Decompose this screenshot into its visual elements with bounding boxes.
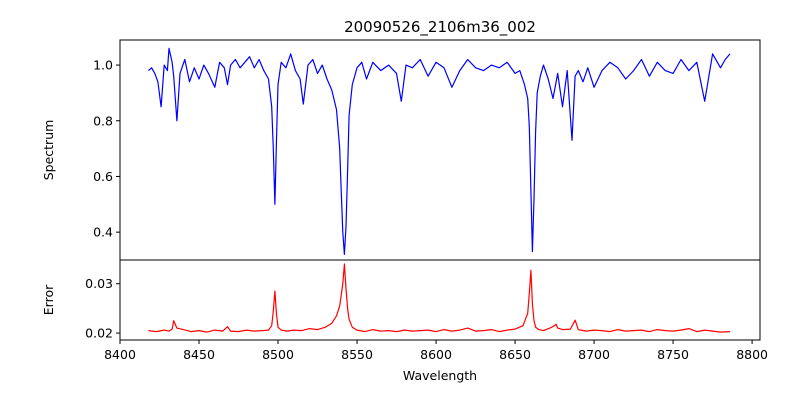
x-tick-label: 8650 — [499, 347, 531, 362]
error-line — [148, 263, 731, 333]
spectrum-y-tick-label: 0.4 — [93, 225, 113, 240]
x-tick-label: 8750 — [657, 347, 689, 362]
x-tick-label: 8800 — [736, 347, 768, 362]
x-ticks: 8400 8450 8500 8550 8600 8650 8700 8750 8800 — [104, 340, 768, 362]
spectrum-y-tick-label: 0.6 — [93, 169, 113, 184]
x-tick-label: 8500 — [262, 347, 294, 362]
spectrum-y-ticks: 0.4 0.6 0.8 1.0 — [93, 58, 120, 240]
spectrum-y-axis-label: Spectrum — [41, 120, 56, 181]
x-axis-label: Wavelength — [403, 368, 477, 383]
error-series — [148, 263, 731, 333]
error-y-axis-label: Error — [41, 284, 56, 315]
x-tick-label: 8700 — [578, 347, 610, 362]
spectrum-series — [148, 47, 731, 255]
error-y-tick-label: 0.02 — [85, 326, 113, 341]
x-tick-label: 8450 — [183, 347, 215, 362]
error-y-ticks: 0.02 0.03 — [85, 276, 120, 341]
spectrum-line — [148, 47, 731, 255]
x-tick-label: 8400 — [104, 347, 136, 362]
error-axes-frame — [119, 259, 761, 341]
x-tick-label: 8550 — [341, 347, 373, 362]
error-panel: 0.02 0.03 Error — [41, 259, 761, 341]
spectrum-y-tick-label: 1.0 — [93, 58, 113, 73]
x-tick-label: 8600 — [420, 347, 452, 362]
chart-title: 20090526_2106m36_002 — [344, 18, 536, 37]
spectrum-axes-frame — [119, 39, 761, 261]
error-y-tick-label: 0.03 — [85, 276, 113, 291]
spectrum-y-tick-label: 0.8 — [93, 113, 113, 128]
spectrum-panel: 0.4 0.6 0.8 1.0 Spectrum — [41, 39, 761, 261]
